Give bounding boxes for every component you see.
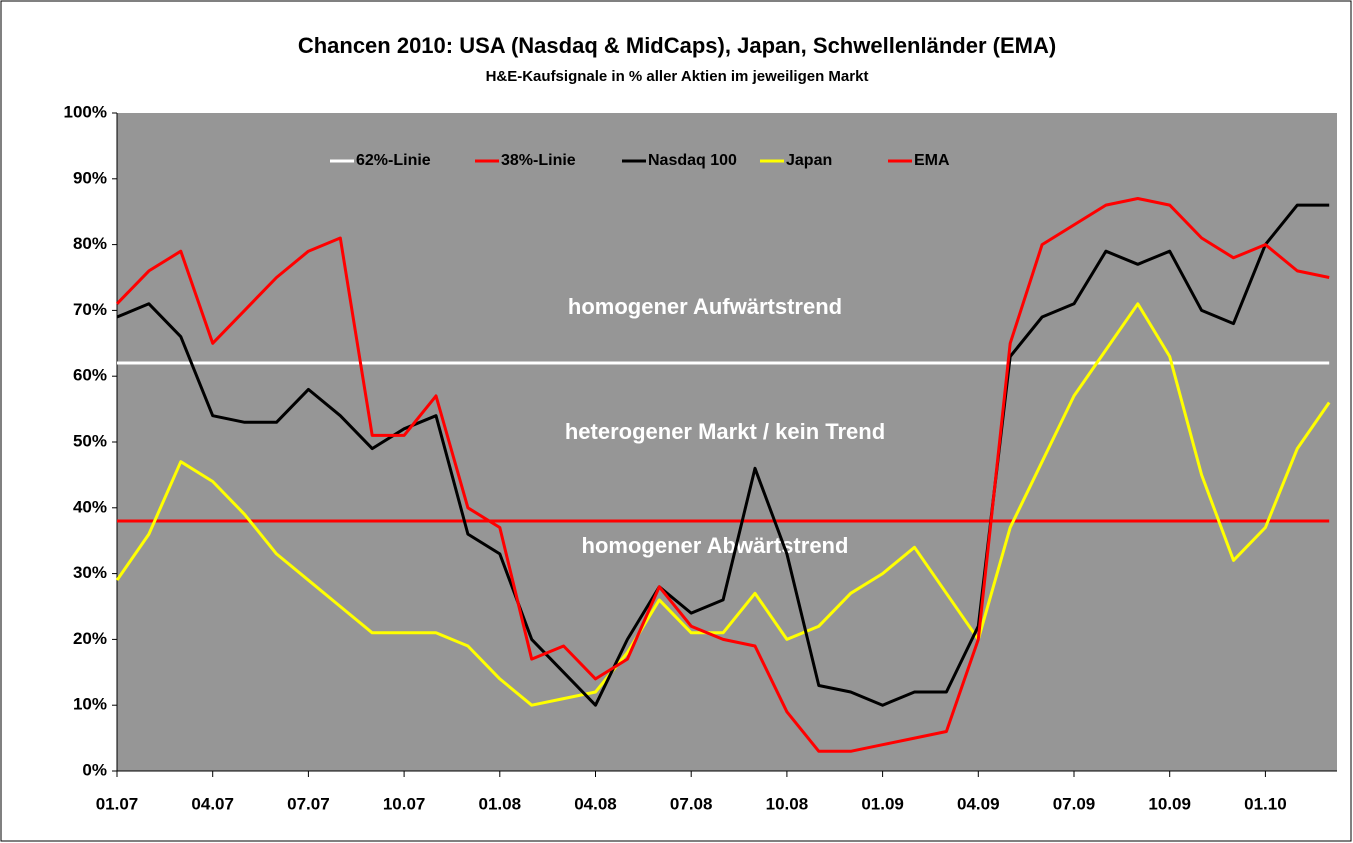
- legend-label: 62%-Linie: [356, 152, 431, 169]
- x-tick-label: 04.08: [574, 794, 617, 813]
- y-tick-label: 0%: [82, 760, 107, 779]
- y-tick-label: 50%: [73, 431, 107, 450]
- y-tick-label: 40%: [73, 497, 107, 516]
- legend-label: Japan: [786, 152, 832, 169]
- y-tick-label: 10%: [73, 695, 107, 714]
- annotation: homogener Aufwärtstrend: [568, 294, 842, 319]
- x-tick-label: 04.07: [191, 794, 234, 813]
- chart-subtitle: H&E-Kaufsignale in % aller Aktien im jew…: [486, 68, 869, 85]
- series-line: [115, 197, 1330, 753]
- y-tick-label: 70%: [73, 300, 107, 319]
- y-tick-label: 90%: [73, 168, 107, 187]
- x-tick-label: 01.10: [1244, 794, 1287, 813]
- x-tick-label: 01.07: [96, 794, 139, 813]
- x-tick-label: 10.07: [383, 794, 426, 813]
- x-tick-label: 10.09: [1148, 794, 1191, 813]
- x-tick-label: 10.08: [766, 794, 809, 813]
- chart-title: Chancen 2010: USA (Nasdaq & MidCaps), Ja…: [298, 33, 1056, 58]
- x-tick-label: 04.09: [957, 794, 1000, 813]
- legend-label: EMA: [914, 152, 950, 169]
- y-tick-label: 100%: [64, 102, 107, 121]
- annotation: homogener Abwärtstrend: [582, 533, 849, 558]
- x-tick-label: 01.09: [861, 794, 904, 813]
- y-tick-label: 30%: [73, 563, 107, 582]
- series-line: [115, 302, 1331, 707]
- series-line: [116, 203, 1330, 707]
- x-tick-label: 01.08: [479, 794, 522, 813]
- y-tick-label: 80%: [73, 234, 107, 253]
- plot-area: [117, 113, 1337, 771]
- annotation: heterogener Markt / kein Trend: [565, 419, 885, 444]
- x-tick-label: 07.08: [670, 794, 713, 813]
- x-tick-label: 07.07: [287, 794, 330, 813]
- x-tick-label: 07.09: [1053, 794, 1096, 813]
- legend-label: 38%-Linie: [501, 152, 576, 169]
- y-tick-label: 20%: [73, 629, 107, 648]
- legend-label: Nasdaq 100: [648, 152, 737, 169]
- y-tick-label: 60%: [73, 366, 107, 385]
